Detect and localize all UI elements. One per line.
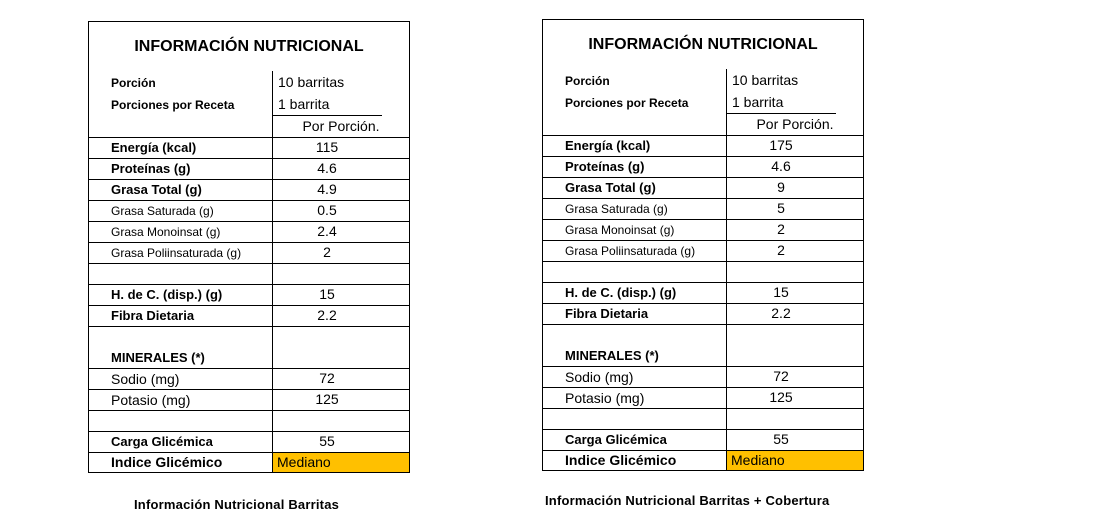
servings-value: 1 barrita: [732, 94, 784, 110]
column-header: Por Porción.: [302, 118, 380, 134]
panel-title: INFORMACIÓN NUTRICIONAL: [588, 36, 818, 53]
gi-label: Indice Glicémico: [111, 454, 223, 470]
fat-value: 4.9: [317, 181, 337, 197]
energy-value: 115: [315, 139, 339, 155]
minerals-label: MINERALES (*): [111, 350, 205, 365]
polyfat-value: 2: [323, 244, 331, 260]
monofat-value: 2: [777, 221, 785, 237]
carb-value: 15: [773, 284, 789, 300]
sodium-value: 72: [319, 370, 335, 386]
polyfat-label: Grasa Poliinsaturada (g): [111, 246, 242, 260]
protein-value: 4.6: [771, 158, 791, 174]
fat-label: Grasa Total (g): [565, 180, 656, 195]
protein-label: Proteínas (g): [111, 161, 191, 176]
monofat-label: Grasa Monoinsat (g): [111, 225, 221, 239]
carb-value: 15: [319, 286, 335, 302]
satfat-value: 0.5: [317, 202, 337, 218]
protein-label: Proteínas (g): [565, 159, 645, 174]
sodium-label: Sodio (mg): [565, 369, 634, 385]
potassium-label: Potasio (mg): [111, 392, 191, 408]
minerals-label: MINERALES (*): [565, 348, 659, 363]
panel-title: INFORMACIÓN NUTRICIONAL: [134, 38, 364, 55]
fat-value: 9: [777, 179, 785, 195]
gi-label: Indice Glicémico: [565, 452, 677, 468]
gl-label: Carga Glicémica: [565, 432, 667, 447]
gi-value: Mediano: [731, 452, 785, 468]
nutrition-panel-barritas-cobertura: INFORMACIÓN NUTRICIONAL Porción 10 barri…: [542, 19, 864, 471]
servings-label: Porciones por Receta: [565, 96, 689, 110]
fiber-label: Fibra Dietaria: [565, 306, 649, 321]
fiber-value: 2.2: [317, 307, 337, 323]
energy-value: 175: [769, 137, 793, 153]
potassium-label: Potasio (mg): [565, 390, 645, 406]
nutrition-panel-barritas: INFORMACIÓN NUTRICIONAL Porción 10 barri…: [88, 21, 410, 473]
column-header: Por Porción.: [756, 116, 834, 132]
portion-label: Porción: [565, 74, 610, 88]
satfat-label: Grasa Saturada (g): [565, 202, 668, 216]
caption-barritas-cobertura: Información Nutricional Barritas + Cober…: [545, 493, 830, 508]
gl-value: 55: [319, 433, 335, 449]
glycemic-index-highlight: [273, 453, 409, 472]
gl-value: 55: [773, 431, 789, 447]
gl-label: Carga Glicémica: [111, 434, 213, 449]
title-box: INFORMACIÓN NUTRICIONAL: [542, 19, 864, 70]
sodium-label: Sodio (mg): [111, 371, 180, 387]
carb-label: H. de C. (disp.) (g): [111, 287, 223, 302]
gi-value: Mediano: [277, 454, 331, 470]
portion-value: 10 barritas: [732, 72, 799, 88]
satfat-value: 5: [777, 200, 785, 216]
fat-label: Grasa Total (g): [111, 182, 202, 197]
energy-label: Energía (kcal): [565, 138, 651, 153]
fiber-label: Fibra Dietaria: [111, 308, 195, 323]
monofat-value: 2.4: [317, 223, 337, 239]
protein-value: 4.6: [317, 160, 337, 176]
potassium-value: 125: [315, 391, 339, 407]
caption-barritas: Información Nutricional Barritas: [134, 497, 340, 512]
polyfat-label: Grasa Poliinsaturada (g): [565, 244, 696, 258]
servings-label: Porciones por Receta: [111, 98, 235, 112]
monofat-label: Grasa Monoinsat (g): [565, 223, 675, 237]
nutrition-table: Porción 10 barritas Porciones por Receta…: [542, 69, 864, 471]
satfat-label: Grasa Saturada (g): [111, 204, 214, 218]
glycemic-index-highlight: [727, 451, 863, 470]
title-box: INFORMACIÓN NUTRICIONAL: [88, 21, 410, 72]
fiber-value: 2.2: [771, 305, 791, 321]
portion-value: 10 barritas: [278, 74, 345, 90]
portion-label: Porción: [111, 76, 156, 90]
servings-value: 1 barrita: [278, 96, 330, 112]
nutrition-table: Porción 10 barritas Porciones por Receta…: [88, 71, 410, 473]
carb-label: H. de C. (disp.) (g): [565, 285, 677, 300]
polyfat-value: 2: [777, 242, 785, 258]
energy-label: Energía (kcal): [111, 140, 197, 155]
potassium-value: 125: [769, 389, 793, 405]
sodium-value: 72: [773, 368, 789, 384]
